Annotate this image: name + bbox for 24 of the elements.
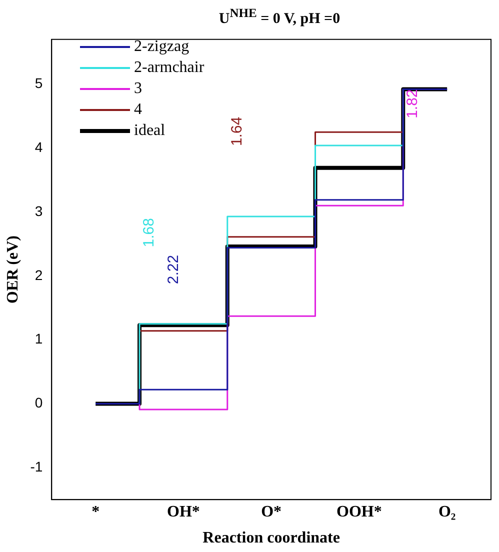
y-tick-label: 5 [34,75,43,91]
x-tick-label: OOH* [336,503,382,520]
legend-label: 2-armchair [134,58,204,78]
annotation: 1.64 [228,116,246,146]
x-tick-label: OH* [167,503,200,520]
annotation: 1.82 [404,89,422,118]
y-tick-label: 0 [34,394,43,411]
y-axis-title: OER (eV) [4,236,22,304]
x-tick-label: O* [261,503,282,520]
chart-title: U$^{NHE}$ = 0 V, pH =0 [218,6,342,28]
legend-label: 4 [134,100,142,120]
legend-label: 2-zigzag [134,37,190,57]
x-tick-label: * [92,503,100,520]
y-tick-label: 1 [34,330,43,347]
y-tick-label: 2 [34,266,43,283]
annotation: 1.68 [140,218,158,248]
y-tick-label: 4 [34,138,43,155]
y-tick-label: -1 [30,458,43,474]
annotation: 2.22 [165,254,182,284]
x-tick-label: O₂ [438,503,456,520]
legend-label: ideal [134,121,166,141]
y-tick-label: 3 [34,202,43,219]
x-axis-title: Reaction coordinate [202,530,340,547]
legend-label: 3 [134,79,142,99]
